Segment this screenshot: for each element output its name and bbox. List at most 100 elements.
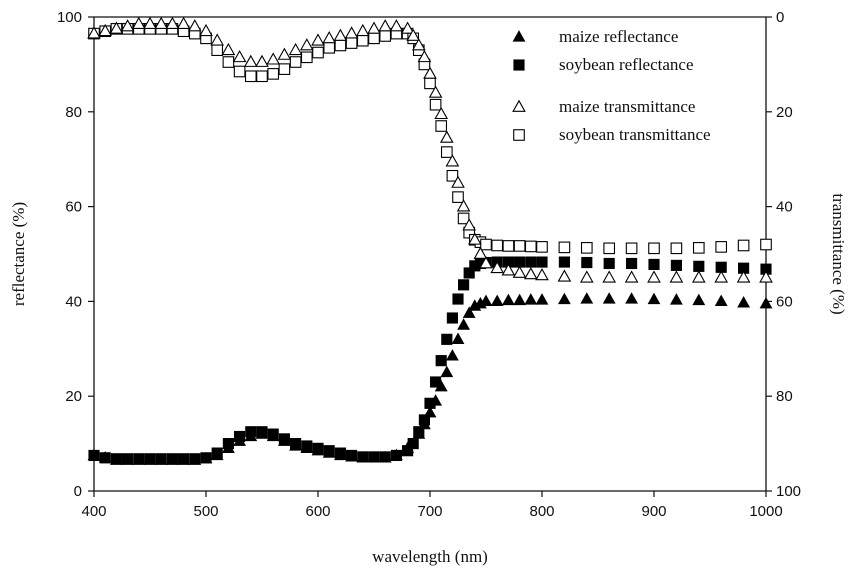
data-point — [429, 98, 442, 111]
data-point — [579, 270, 594, 283]
data-point — [121, 453, 135, 465]
data-point — [502, 240, 515, 252]
data-point — [670, 242, 683, 255]
data-point — [670, 259, 682, 271]
legend-marker — [513, 129, 525, 141]
data-point — [232, 49, 247, 63]
data-point — [289, 439, 303, 451]
data-point — [222, 56, 235, 68]
data-point — [440, 146, 453, 158]
data-point — [132, 453, 146, 465]
data-point — [243, 54, 258, 67]
data-point — [300, 441, 314, 453]
data-point — [154, 453, 168, 465]
data-point — [536, 241, 548, 253]
x-tick-label: 900 — [641, 503, 666, 520]
data-point — [491, 239, 504, 252]
data-point — [691, 270, 706, 283]
data-point — [581, 256, 593, 269]
data-point — [98, 451, 112, 463]
data-point — [525, 256, 537, 268]
data-point — [211, 44, 224, 56]
data-point — [434, 106, 449, 120]
data-point — [333, 28, 348, 41]
data-point — [109, 453, 123, 465]
data-point — [625, 292, 639, 304]
data-point — [479, 256, 493, 269]
data-point — [693, 260, 705, 272]
data-point — [311, 443, 325, 456]
data-point — [289, 56, 302, 68]
legend-marker — [512, 99, 526, 112]
data-point — [256, 70, 268, 83]
data-point — [379, 30, 392, 42]
data-point — [445, 349, 459, 361]
data-point — [714, 270, 729, 283]
data-point — [344, 26, 359, 39]
data-point — [356, 451, 370, 463]
data-point — [501, 293, 515, 306]
data-point — [311, 33, 325, 46]
data-point — [255, 427, 269, 439]
data-point — [406, 28, 421, 41]
data-point — [367, 451, 381, 463]
data-point — [580, 242, 593, 254]
data-point — [87, 448, 101, 461]
legend-marker — [513, 59, 525, 71]
data-point — [417, 49, 432, 63]
data-point — [451, 332, 465, 344]
data-point — [368, 32, 380, 45]
data-point — [87, 26, 101, 39]
data-point — [199, 451, 213, 464]
data-point — [300, 51, 313, 64]
data-point — [446, 312, 458, 324]
data-point — [210, 448, 224, 461]
data-point — [669, 270, 684, 283]
data-point — [255, 54, 269, 67]
data-point — [692, 293, 706, 306]
y2-tick-label: 60 — [776, 293, 793, 310]
y-tick-label: 40 — [65, 293, 82, 310]
data-point — [714, 294, 728, 307]
data-point — [523, 267, 538, 280]
data-point — [389, 19, 404, 32]
data-point — [221, 42, 236, 56]
data-point — [345, 37, 358, 49]
data-point — [345, 450, 359, 462]
data-point — [535, 293, 549, 305]
data-point — [647, 292, 661, 305]
data-point — [602, 270, 617, 283]
data-point — [457, 212, 470, 225]
legend-marker — [512, 30, 526, 42]
data-point — [625, 242, 638, 255]
x-tick-label: 700 — [417, 503, 442, 520]
y2-axis-title: transmittance (%) — [829, 193, 848, 314]
data-point — [244, 429, 258, 442]
legend-label: soybean transmittance — [559, 125, 711, 144]
data-point — [221, 441, 235, 453]
y-tick-label: 60 — [65, 199, 82, 216]
y-tick-label: 20 — [65, 388, 82, 405]
data-point — [463, 267, 475, 279]
data-point — [322, 31, 337, 44]
legend-label: maize transmittance — [559, 97, 695, 116]
data-point — [490, 294, 504, 307]
data-point — [378, 19, 393, 32]
data-point — [356, 34, 369, 47]
data-point — [458, 279, 470, 291]
data-point — [188, 453, 202, 465]
data-point — [199, 23, 213, 37]
data-point — [462, 306, 476, 318]
data-point — [428, 85, 443, 98]
data-point — [558, 256, 570, 268]
data-point — [312, 46, 324, 59]
data-point — [513, 293, 527, 306]
data-point — [435, 355, 447, 367]
data-point — [451, 175, 465, 188]
data-point — [648, 242, 660, 255]
data-point — [760, 238, 772, 251]
data-point — [424, 77, 436, 90]
data-point — [759, 270, 773, 283]
